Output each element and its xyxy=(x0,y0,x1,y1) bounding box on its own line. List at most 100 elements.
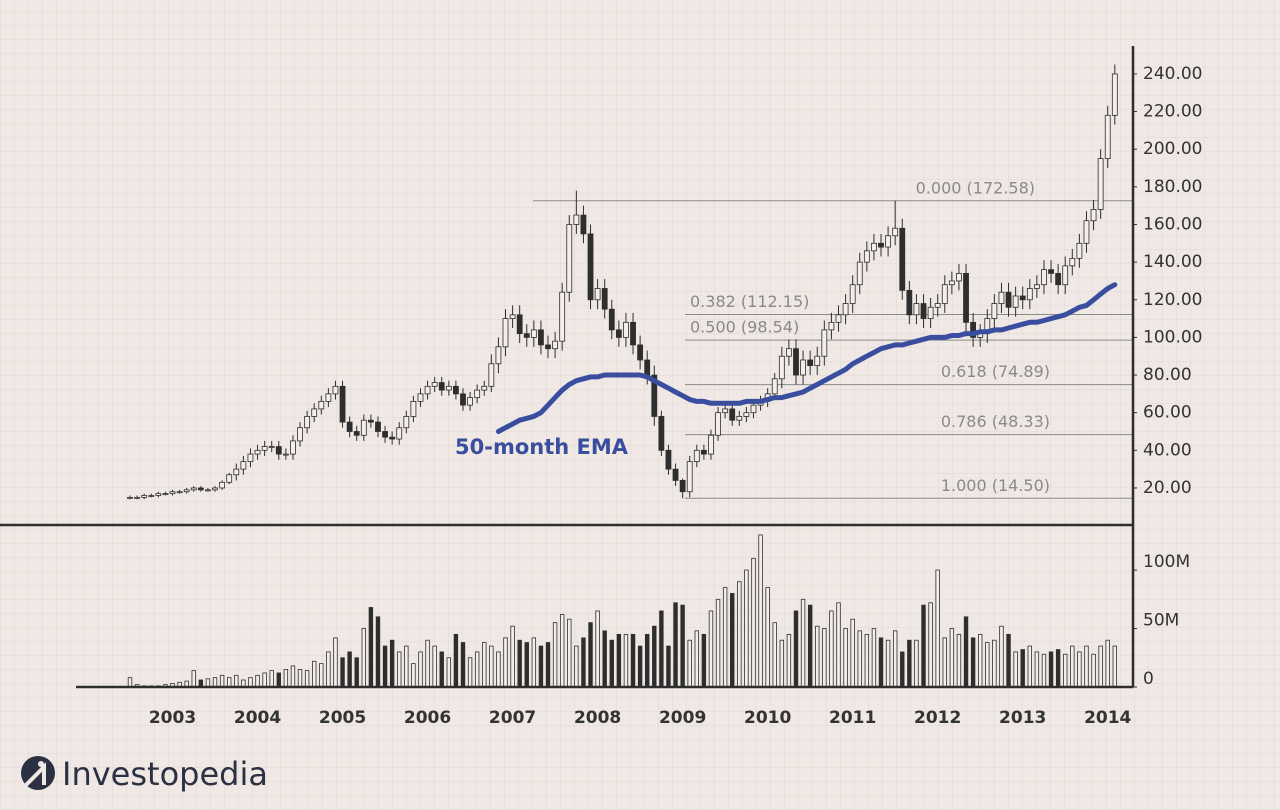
volume-bar xyxy=(659,610,664,688)
volume-bar xyxy=(652,625,657,688)
volume-bar xyxy=(340,657,345,688)
candle-body xyxy=(410,400,417,417)
volume-bar xyxy=(673,602,678,688)
volume-bar xyxy=(234,674,239,688)
candle-body xyxy=(835,314,842,323)
volume-bar xyxy=(531,637,537,688)
candle-body xyxy=(509,314,516,319)
candle-body xyxy=(219,481,226,489)
candle-body xyxy=(375,421,381,432)
volume-bar xyxy=(857,630,862,688)
volume-bar xyxy=(892,630,898,688)
volume-bar xyxy=(595,610,600,688)
ema-label: 50-month EMA xyxy=(455,435,629,459)
candle-body xyxy=(1019,295,1026,301)
candle-body xyxy=(495,346,502,365)
candle-body xyxy=(814,355,821,367)
candle-body xyxy=(538,329,544,346)
volume-bar xyxy=(1098,645,1103,688)
candle-body xyxy=(708,434,714,455)
candle-body xyxy=(282,453,289,456)
candle-body xyxy=(573,214,580,225)
volume-bar xyxy=(290,665,296,688)
volume-bar xyxy=(588,622,593,688)
candle-body xyxy=(615,329,622,338)
volume-bar xyxy=(545,642,551,688)
candle-body xyxy=(162,493,169,496)
candle-body xyxy=(750,404,757,414)
volume-bar xyxy=(1070,645,1075,688)
candle-body xyxy=(800,359,806,376)
candle-body xyxy=(1111,73,1118,116)
candle-body xyxy=(290,440,296,455)
candle-body xyxy=(679,480,686,493)
candle-body xyxy=(863,250,870,263)
candle-body xyxy=(608,308,615,331)
x-tick-label: 2010 xyxy=(744,708,791,728)
volume-bar xyxy=(482,642,487,688)
volume-bar xyxy=(779,639,785,688)
candle-body xyxy=(587,233,594,301)
candle-body xyxy=(431,382,438,387)
candle-body xyxy=(325,393,332,402)
candle-body xyxy=(353,431,360,436)
candle-body xyxy=(913,303,920,316)
volume-bar xyxy=(630,633,636,688)
candle-body xyxy=(268,446,275,448)
volume-bar xyxy=(715,598,721,688)
candle-body xyxy=(169,491,176,495)
x-tick-label: 2011 xyxy=(829,708,876,728)
volume-bar xyxy=(623,633,629,688)
volume-bar xyxy=(999,625,1004,688)
candle-body xyxy=(304,416,311,429)
candle-body xyxy=(736,416,743,421)
volume-bar xyxy=(368,607,374,688)
volume-bar xyxy=(1020,649,1025,688)
volume-bar xyxy=(871,628,877,688)
y-tick-label: 20.00 xyxy=(1143,478,1192,498)
volume-bar xyxy=(807,604,813,688)
volume-bar xyxy=(474,651,480,688)
volume-bar xyxy=(921,604,926,688)
volume-bar xyxy=(1006,633,1011,688)
y-tick-label: 140.00 xyxy=(1143,252,1202,272)
x-tick-label: 2006 xyxy=(404,708,451,728)
candle-body xyxy=(1026,288,1033,301)
candle-body xyxy=(892,227,899,237)
volume-bar xyxy=(1013,651,1018,688)
y-tick-label: 200.00 xyxy=(1143,139,1202,159)
candle-body xyxy=(637,344,644,361)
candle-body xyxy=(134,496,140,499)
candle-body xyxy=(240,461,247,470)
candle-body xyxy=(842,303,849,316)
volume-bar xyxy=(978,633,983,688)
volume-bar xyxy=(397,651,402,688)
candle-body xyxy=(311,408,318,417)
candle-body xyxy=(927,306,934,319)
candle-body xyxy=(523,333,530,338)
candle-body xyxy=(722,408,729,414)
volume-bar xyxy=(765,587,770,688)
volume-bar xyxy=(319,663,324,688)
volume-bar xyxy=(382,645,388,688)
volume-bar xyxy=(375,616,381,688)
volume-bar xyxy=(538,645,544,688)
candle-body xyxy=(963,273,969,323)
candle-body xyxy=(460,393,466,406)
volume-bar xyxy=(942,637,947,688)
candle-body xyxy=(1048,269,1054,274)
candle-body xyxy=(665,449,672,470)
volume-bar xyxy=(312,660,317,688)
candle-body xyxy=(934,303,941,308)
candle-body xyxy=(346,421,353,432)
volume-bar xyxy=(354,657,359,688)
volume-bar xyxy=(559,614,565,688)
candle-body xyxy=(580,214,587,235)
candle-body xyxy=(1090,209,1097,222)
candle-body xyxy=(849,284,856,304)
candle-body xyxy=(920,303,927,319)
ema-line xyxy=(495,282,1118,434)
candle-body xyxy=(367,419,374,423)
